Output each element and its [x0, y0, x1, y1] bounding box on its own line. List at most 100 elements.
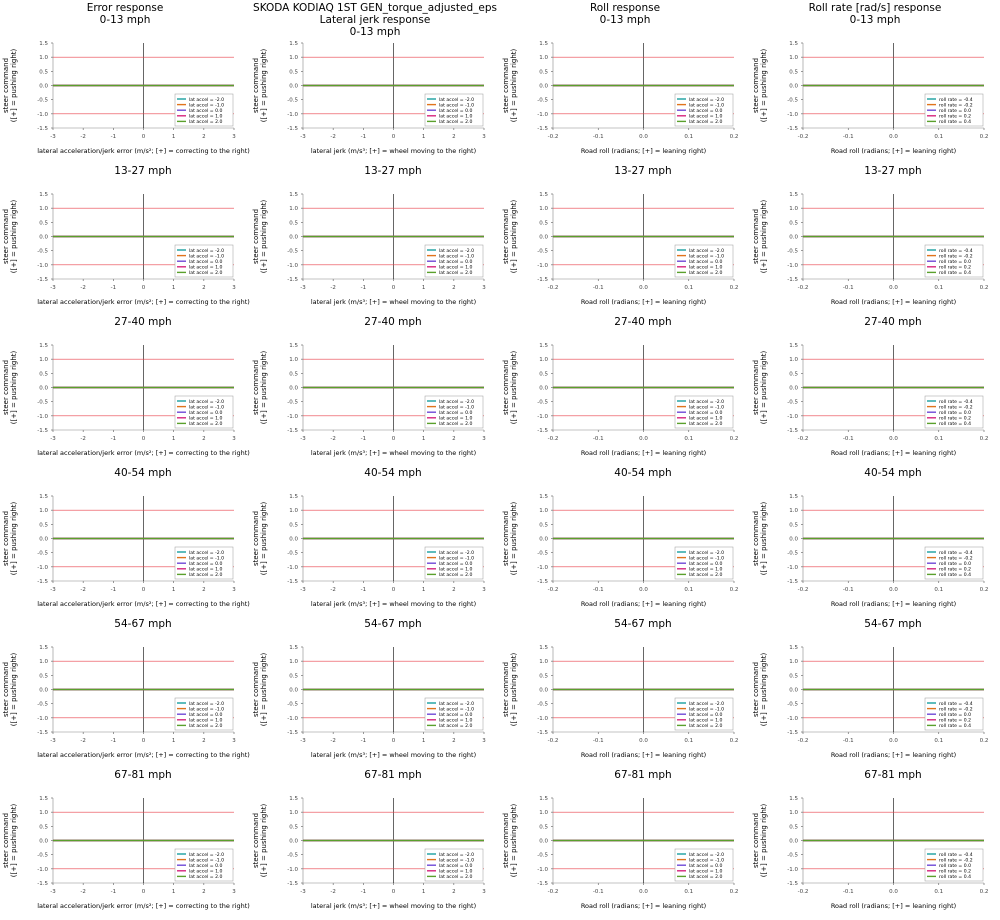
legend-label: roll rate = -0.4: [939, 852, 973, 858]
x-tick-label: 1: [422, 436, 426, 442]
x-tick-label: 3: [482, 285, 486, 291]
x-tick-label: 2: [452, 587, 456, 593]
x-tick-label: 0: [142, 889, 146, 895]
speed-bin-title: 27-40 mph: [364, 316, 421, 328]
legend-label: roll rate = 0.2: [939, 869, 971, 875]
x-tick-label: -0.2: [798, 134, 809, 140]
legend-label: roll rate = -0.2: [939, 706, 973, 712]
y-tick-label: -0.5: [787, 400, 798, 406]
y-tick-label: 0.5: [39, 69, 48, 75]
y-tick-label: -1.0: [537, 414, 548, 420]
y-axis-label-line2: ([+] = pushing right): [510, 350, 518, 424]
y-tick-label: 0.5: [289, 371, 298, 377]
legend-label: lat accel = 2.0: [439, 421, 472, 427]
x-tick-label: 3: [232, 436, 236, 442]
legend-label: roll rate = 0.2: [939, 718, 971, 724]
y-axis-label-line2: ([+] = pushing right): [760, 350, 768, 424]
x-tick-label: -2: [330, 285, 335, 291]
legend-label: roll rate = 0.4: [939, 270, 971, 276]
y-tick-label: -1.0: [787, 263, 798, 269]
x-tick-label: 0.2: [980, 436, 989, 442]
y-tick-label: -0.5: [287, 853, 298, 859]
y-tick-label: 1.0: [539, 810, 548, 816]
subplot-0-3: 40-54 mph -1.5 -1.0 -0.5 0.0 0.5 1.0 1.5 -3 -2 -1 0…: [2, 467, 250, 608]
legend-label: lat accel = 1.0: [189, 416, 222, 422]
x-tick-label: 0: [142, 738, 146, 744]
y-tick-label: 0.0: [789, 688, 798, 694]
y-tick-label: 1.0: [539, 357, 548, 363]
column-title-roll: Roll response 0-13 mph: [500, 2, 750, 26]
y-tick-label: 1.5: [39, 41, 48, 47]
x-tick-label: 1: [422, 285, 426, 291]
x-tick-label: 0: [392, 436, 396, 442]
column-title-text: Roll rate [rad/s] response: [808, 2, 942, 14]
legend-label: roll rate = 0.2: [939, 265, 971, 271]
column-title-text: Error response: [86, 2, 164, 14]
y-tick-label: -1.5: [537, 126, 548, 132]
y-tick-label: -1.5: [787, 277, 798, 283]
y-tick-label: -0.5: [37, 702, 48, 708]
y-tick-label: 1.0: [289, 508, 298, 514]
subplot-0-4: 54-67 mph -1.5 -1.0 -0.5 0.0 0.5 1.0 1.5 -3 -2 -1 0…: [2, 618, 250, 759]
y-axis-label-line2: ([+] = pushing right): [510, 652, 518, 726]
y-tick-label: 1.5: [539, 343, 548, 349]
y-tick-label: 1.0: [289, 55, 298, 61]
x-tick-label: -0.1: [593, 285, 604, 291]
x-tick-label: 0.1: [934, 436, 943, 442]
y-tick-label: 0.0: [289, 386, 298, 392]
x-tick-label: 0.0: [639, 134, 648, 140]
subplot-3-2: 27-40 mph -1.5 -1.0 -0.5 0.0 0.5 1.0 1.5 -0.2 -0.…: [752, 316, 988, 457]
y-tick-label: -1.5: [37, 881, 48, 887]
x-tick-label: -2: [330, 738, 335, 744]
legend-label: lat accel = 2.0: [439, 723, 472, 729]
y-tick-label: 1.0: [39, 659, 48, 665]
x-axis-label: Road roll (radians; [+] = leaning right): [581, 147, 706, 155]
y-tick-label: 0.0: [39, 537, 48, 543]
speed-bin-title: 54-67 mph: [864, 618, 921, 630]
x-axis-label: Road roll (radians; [+] = leaning right): [831, 751, 956, 759]
y-tick-label: 0.0: [39, 235, 48, 241]
x-tick-label: -3: [300, 134, 306, 140]
y-axis-label-line1: steer command: [252, 511, 260, 566]
y-tick-label: -1.5: [37, 126, 48, 132]
x-tick-label: -0.2: [548, 889, 559, 895]
y-tick-label: 1.0: [39, 508, 48, 514]
y-tick-label: 1.5: [289, 343, 298, 349]
x-tick-label: 2: [202, 285, 206, 291]
legend-label: lat accel = 0.0: [439, 863, 472, 869]
x-tick-label: -3: [50, 285, 56, 291]
subplot-3-1: 13-27 mph -1.5 -1.0 -0.5 0.0 0.5 1.0 1.5 -0.2 -0.…: [752, 165, 988, 306]
x-tick-label: -3: [300, 587, 306, 593]
x-tick-label: 0: [392, 134, 396, 140]
y-tick-label: 1.5: [539, 192, 548, 198]
legend-label: lat accel = 2.0: [689, 723, 722, 729]
x-tick-label: -3: [300, 738, 306, 744]
y-axis-label: steer command([+] = pushing right): [2, 803, 18, 877]
x-tick-label: -0.2: [548, 587, 559, 593]
y-tick-label: 1.0: [39, 810, 48, 816]
x-tick-label: 0: [142, 134, 146, 140]
x-tick-label: 0.2: [730, 436, 739, 442]
y-tick-label: -1.5: [287, 579, 298, 585]
legend-label: lat accel = 1.0: [189, 114, 222, 120]
column-title-roll-rate: Roll rate [rad/s] response 0-13 mph: [750, 2, 1000, 26]
y-tick-label: 1.5: [789, 494, 798, 500]
x-tick-label: -1: [111, 889, 116, 895]
y-axis-label: steer command([+] = pushing right): [2, 199, 18, 273]
legend-label: lat accel = 0.0: [689, 561, 722, 567]
x-tick-label: -0.1: [593, 587, 604, 593]
y-tick-label: 1.0: [789, 659, 798, 665]
legend-label: lat accel = 0.0: [689, 410, 722, 416]
y-tick-label: -1.5: [787, 428, 798, 434]
x-tick-label: 2: [202, 134, 206, 140]
x-axis-label: lateral jerk (m/s³; [+] = wheel moving t…: [311, 298, 476, 306]
legend-label: lat accel = 2.0: [689, 421, 722, 427]
x-tick-label: 2: [452, 889, 456, 895]
x-tick-label: 0.1: [934, 889, 943, 895]
x-tick-label: -1: [361, 738, 366, 744]
y-tick-label: 0.0: [789, 537, 798, 543]
